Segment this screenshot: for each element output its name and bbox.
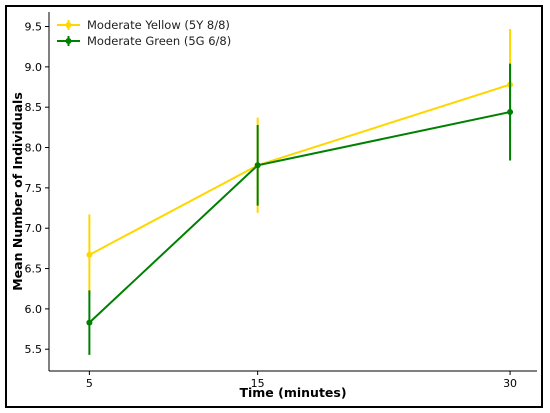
data-point	[86, 251, 93, 258]
y-tick-label: 7.0	[25, 222, 43, 235]
y-tick-label: 8.5	[25, 101, 43, 114]
y-tick-label: 6.0	[25, 303, 43, 316]
y-axis-title: Mean Number of Individuals	[10, 92, 25, 291]
legend-label: Moderate Green (5G 6/8)	[87, 34, 231, 48]
legend-marker	[65, 38, 72, 44]
x-tick-label: 15	[251, 377, 265, 390]
y-tick-label: 7.5	[25, 182, 43, 195]
axes: 5.5 6.0 6.5 7.0 7.5 8.0 8.5 9.0 9.5 5 15 30	[25, 12, 537, 390]
chart-frame	[5, 5, 543, 408]
series-line	[88, 111, 511, 324]
x-tick-label: 5	[86, 377, 93, 390]
series-1	[86, 28, 514, 296]
x-axis-title: Time (minutes)	[239, 385, 346, 400]
series-2	[86, 63, 514, 355]
data-point	[507, 109, 514, 116]
data-point	[254, 162, 261, 169]
legend-marker	[65, 22, 72, 28]
series-layer	[86, 28, 514, 355]
x-tick-label: 30	[503, 377, 517, 390]
y-tick-label: 9.5	[25, 21, 43, 34]
y-tick-label: 9.0	[25, 61, 43, 74]
data-point	[86, 319, 93, 326]
legend-label: Moderate Yellow (5Y 8/8)	[87, 18, 230, 32]
y-tick-label: 6.5	[25, 263, 43, 276]
y-tick-label: 5.5	[25, 343, 43, 356]
y-tick-label: 8.0	[25, 142, 43, 155]
series-line	[88, 83, 511, 256]
legend: Moderate Yellow (5Y 8/8) Moderate Green (…	[57, 18, 231, 48]
